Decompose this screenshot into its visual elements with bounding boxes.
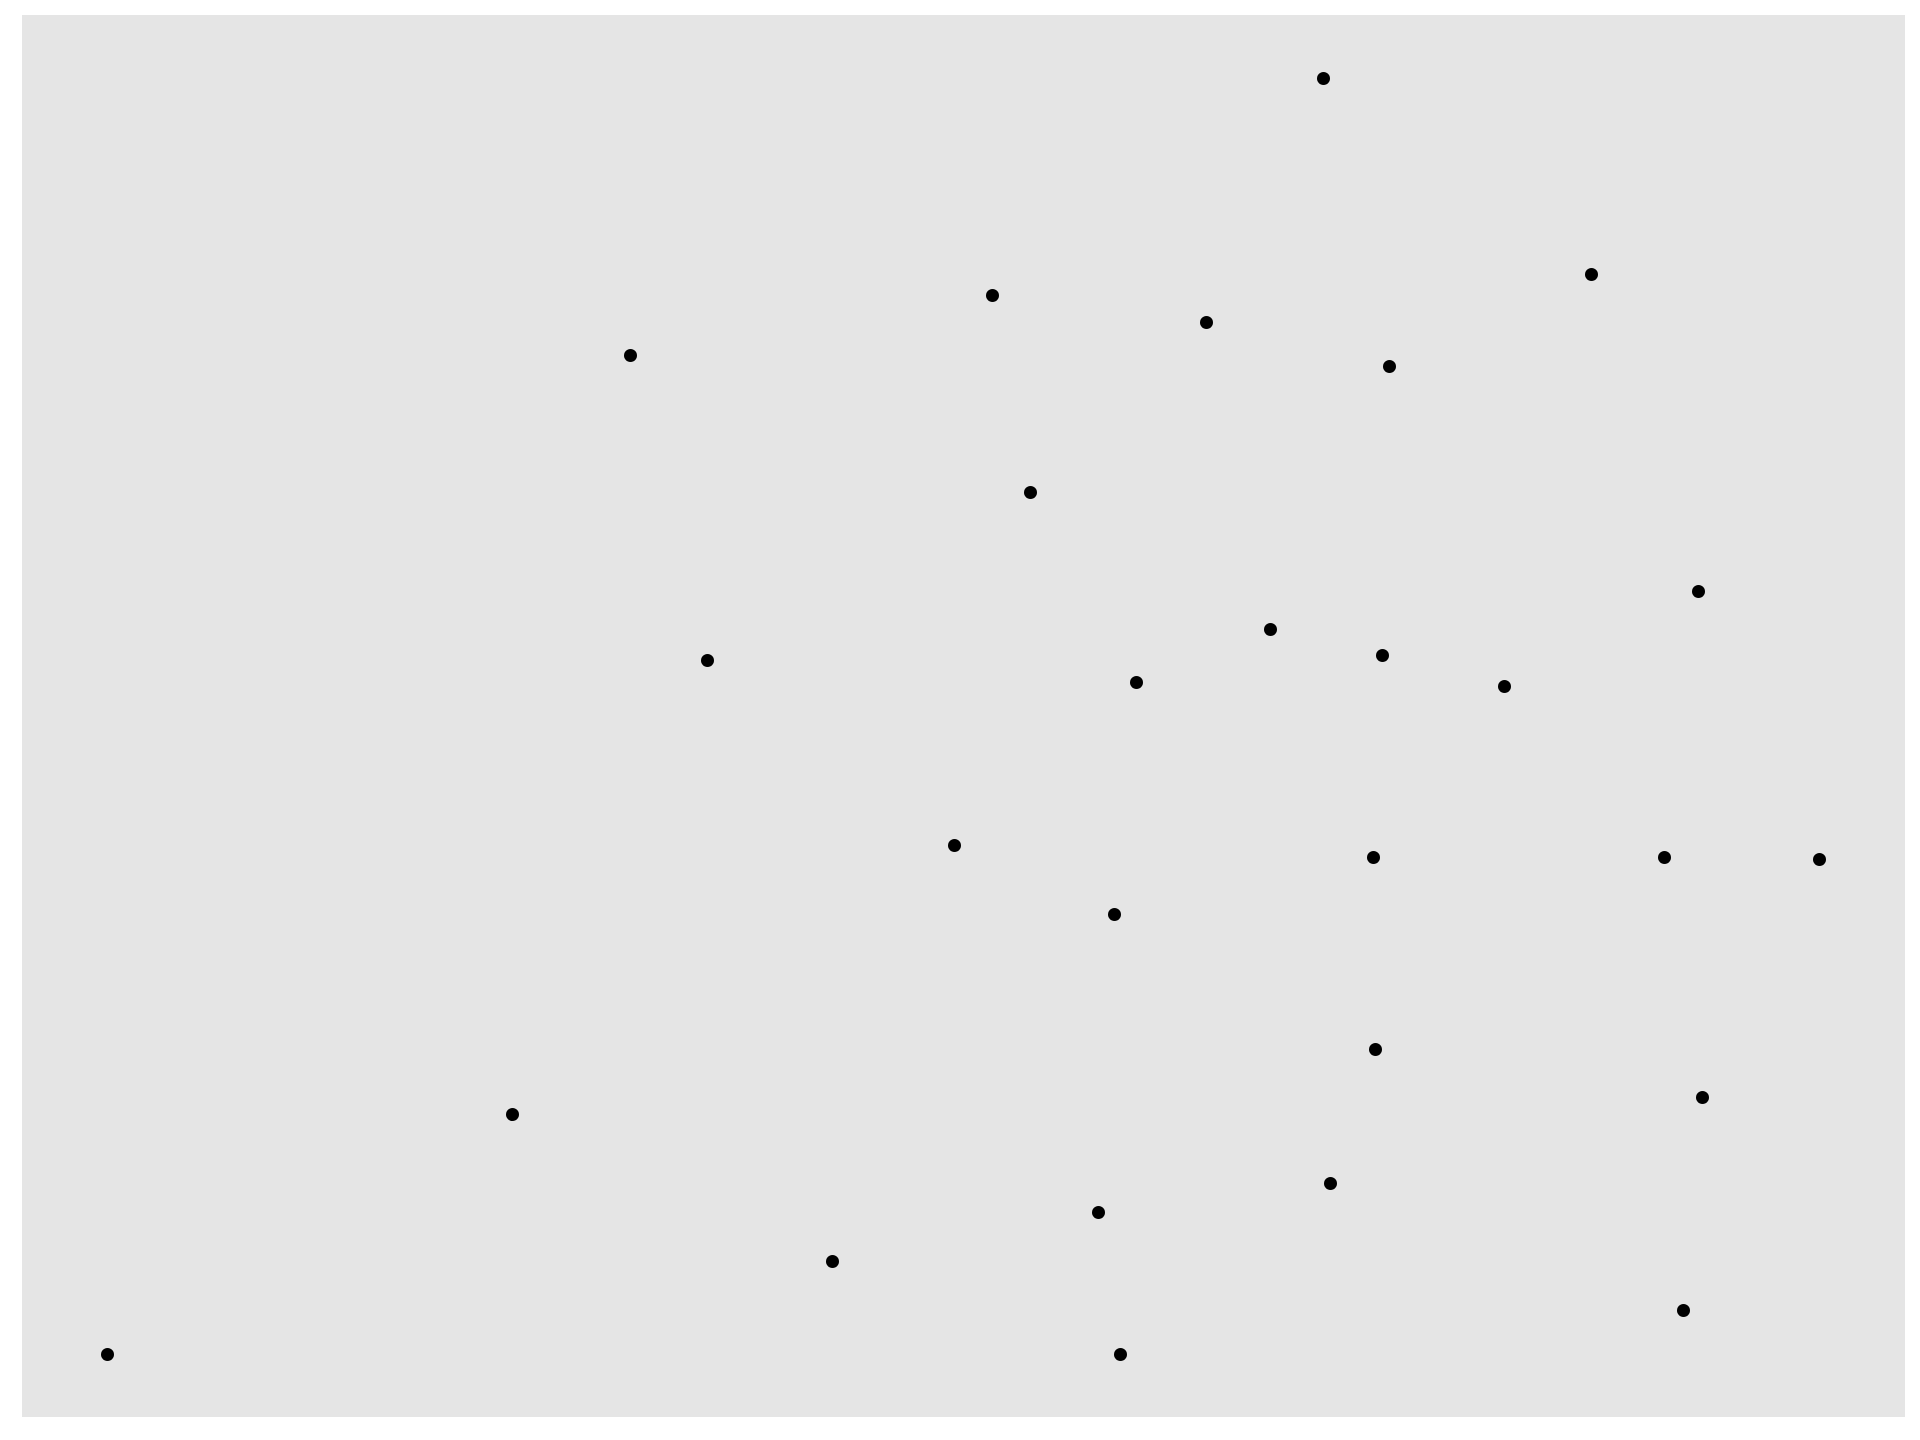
scatter-point [1375,648,1389,662]
scatter-point [1107,907,1121,921]
scatter-point [1691,584,1705,598]
scatter-point [1657,850,1671,864]
scatter-point [985,288,999,302]
scatter-point [1366,850,1380,864]
scatter-point [1113,1347,1127,1361]
scatter-point [1497,679,1511,693]
scatter-point [505,1107,519,1121]
scatter-point [1812,852,1826,866]
scatter-point [1129,675,1143,689]
scatter-point [700,653,714,667]
scatter-point [1382,359,1396,373]
scatter-point [623,348,637,362]
scatter-point [1584,267,1598,281]
scatter-point [1695,1090,1709,1104]
scatter-point [1368,1042,1382,1056]
scatter-point [1199,315,1213,329]
scatter-point [1676,1303,1690,1317]
scatter-point [1263,622,1277,636]
scatter-point [100,1347,114,1361]
plot-area [22,15,1905,1417]
scatter-point [1091,1205,1105,1219]
scatter-point [1316,71,1330,85]
scatter-point [947,838,961,852]
scatter-point [825,1254,839,1268]
scatter-point [1023,485,1037,499]
scatter-point [1323,1176,1337,1190]
